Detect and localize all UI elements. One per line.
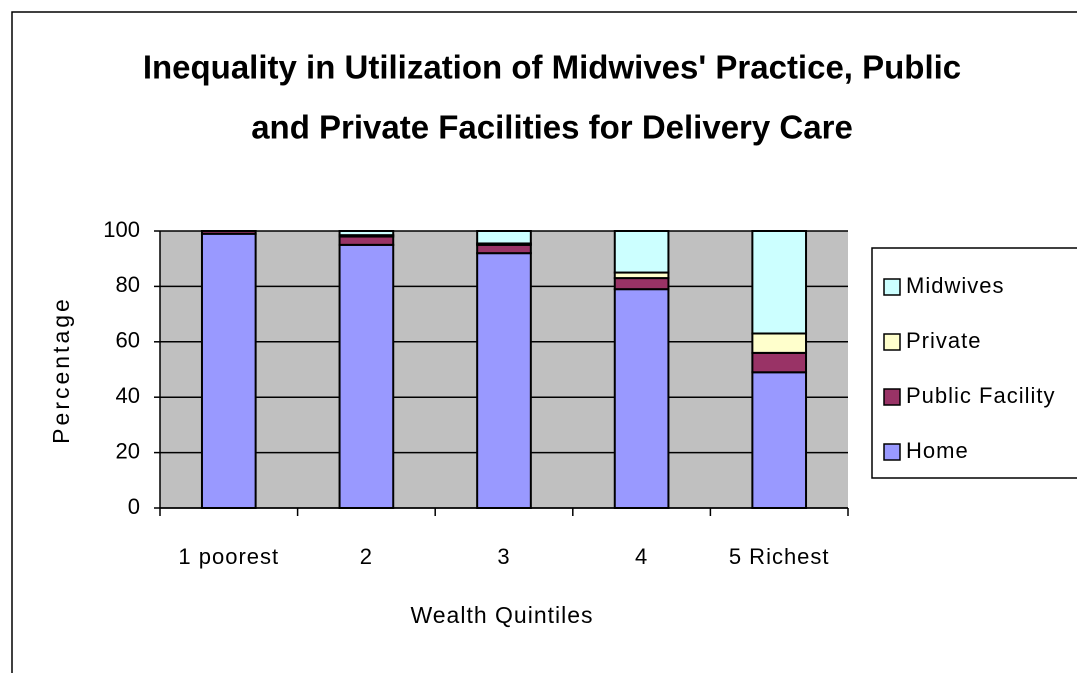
x-tick-label: 2: [360, 544, 373, 569]
x-tick-label: 3: [497, 544, 510, 569]
legend-swatch: [883, 388, 901, 406]
y-tick-label: 40: [116, 383, 140, 408]
legend-label: Private: [906, 328, 981, 353]
bar-segment: [476, 243, 532, 255]
bar-segment: [613, 277, 670, 291]
bar-segment: [751, 332, 808, 354]
bar-segment: [613, 230, 670, 274]
bar-segment: [200, 232, 257, 510]
x-tick-label: 4: [635, 544, 648, 569]
bar-segment: [476, 230, 532, 245]
bar-segment: [751, 230, 808, 335]
y-axis-label: Percentage: [48, 296, 74, 444]
legend-swatch: [883, 278, 901, 296]
x-tick-label: 1 poorest: [178, 544, 279, 569]
legend-swatch: [883, 333, 901, 351]
bar-segment: [751, 371, 808, 509]
y-tick-label: 100: [103, 217, 140, 242]
chart-title: Inequality in Utilization of Midwives' P…: [143, 49, 961, 86]
legend-box: [871, 247, 1077, 479]
bar-segment: [613, 288, 670, 510]
x-tick-label: 5 Richest: [729, 544, 830, 569]
bar-segment: [338, 243, 395, 509]
legend-label: Midwives: [906, 273, 1004, 298]
y-tick-label: 20: [116, 438, 140, 463]
y-tick-label: 0: [128, 494, 140, 519]
chart-title: and Private Facilities for Delivery Care: [251, 109, 853, 146]
bar-segment: [476, 252, 532, 509]
bar-segment: [200, 230, 257, 235]
bar-segment: [338, 230, 395, 237]
y-tick-label: 60: [116, 328, 140, 353]
legend-swatch: [883, 443, 901, 461]
legend-label: Public Facility: [906, 383, 1055, 408]
y-tick-label: 80: [116, 272, 140, 297]
x-axis-label: Wealth Quintiles: [410, 602, 593, 628]
bar-segment: [751, 351, 808, 374]
bar-segment: [338, 235, 395, 246]
legend-label: Home: [906, 438, 969, 463]
